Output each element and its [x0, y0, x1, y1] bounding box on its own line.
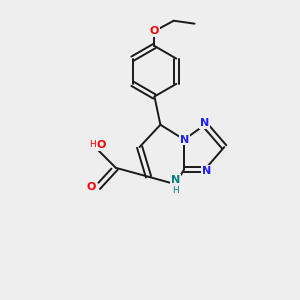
Text: O: O [87, 182, 96, 192]
Text: N: N [171, 175, 180, 185]
Text: N: N [202, 166, 211, 176]
Text: O: O [150, 26, 159, 36]
Text: H: H [89, 140, 95, 149]
Text: N: N [180, 135, 189, 145]
Text: O: O [97, 140, 106, 150]
Text: H: H [172, 186, 178, 195]
Text: N: N [200, 118, 210, 128]
